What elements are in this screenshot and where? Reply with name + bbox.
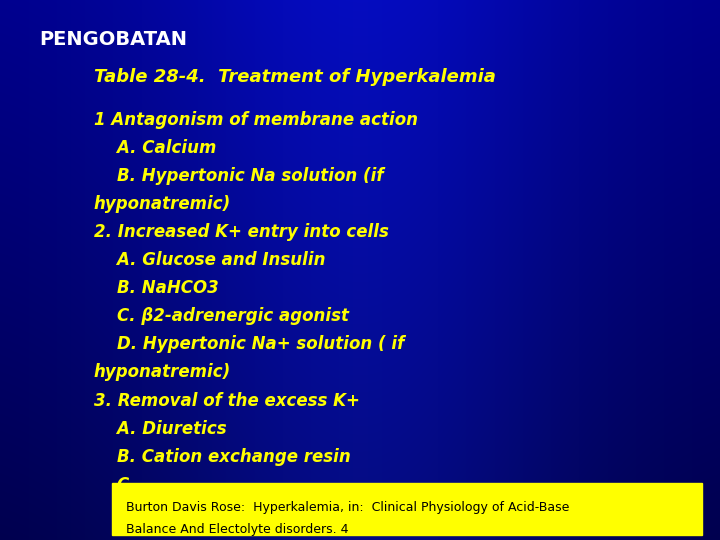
Text: B. Hypertonic Na solution (if: B. Hypertonic Na solution (if xyxy=(94,167,383,185)
Text: PENGOBATAN: PENGOBATAN xyxy=(40,30,188,49)
Text: 1 Antagonism of membrane action: 1 Antagonism of membrane action xyxy=(94,111,418,129)
Text: Table 28-4.  Treatment of Hyperkalemia: Table 28-4. Treatment of Hyperkalemia xyxy=(94,68,495,85)
Text: D. Hypertonic Na+ solution ( if: D. Hypertonic Na+ solution ( if xyxy=(94,335,404,353)
Text: B. NaHCO3: B. NaHCO3 xyxy=(94,279,218,297)
Text: B. Cation exchange resin: B. Cation exchange resin xyxy=(94,448,351,465)
FancyBboxPatch shape xyxy=(112,483,702,535)
Text: hyponatremic): hyponatremic) xyxy=(94,363,231,381)
Text: 3. Removal of the excess K+: 3. Removal of the excess K+ xyxy=(94,392,359,409)
Text: C.: C. xyxy=(94,476,135,494)
Text: Balance And Electolyte disorders. 4: Balance And Electolyte disorders. 4 xyxy=(126,523,348,536)
Text: 2. Increased K+ entry into cells: 2. Increased K+ entry into cells xyxy=(94,223,389,241)
Text: C. β2-adrenergic agonist: C. β2-adrenergic agonist xyxy=(94,307,348,325)
Text: Burton Davis Rose:  Hyperkalemia, in:  Clinical Physiology of Acid-Base: Burton Davis Rose: Hyperkalemia, in: Cli… xyxy=(126,501,570,514)
Text: A. Glucose and Insulin: A. Glucose and Insulin xyxy=(94,251,325,269)
Text: A. Diuretics: A. Diuretics xyxy=(94,420,226,437)
Text: A. Calcium: A. Calcium xyxy=(94,139,216,157)
Text: hyponatremic): hyponatremic) xyxy=(94,195,231,213)
